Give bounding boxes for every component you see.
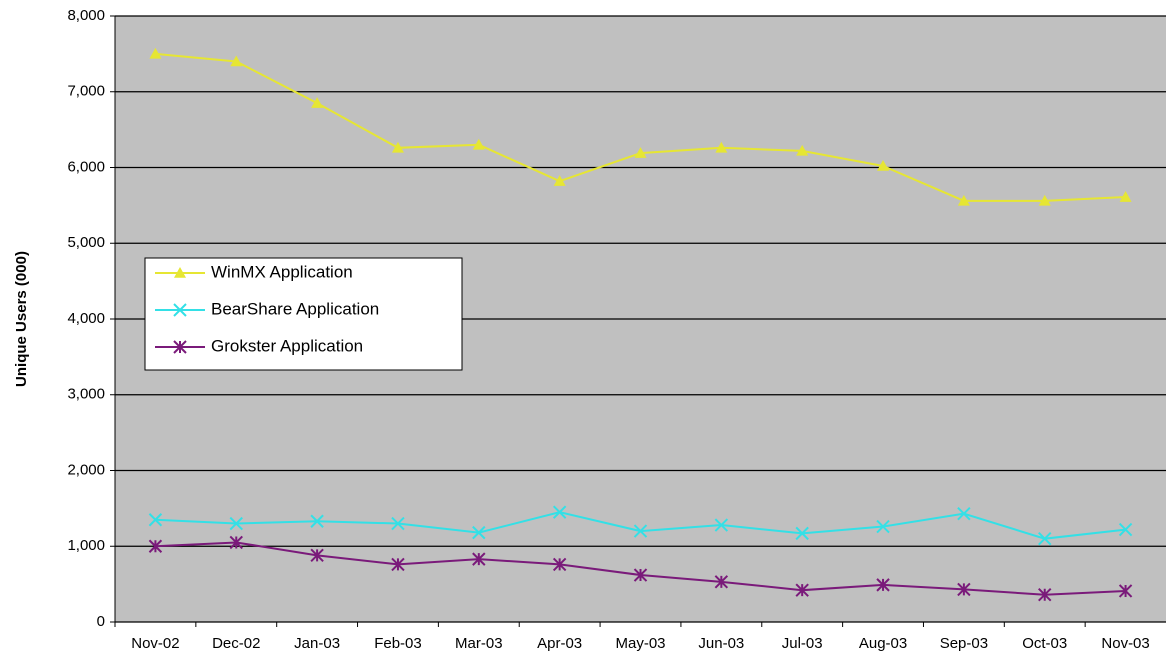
x-tick-label: May-03 xyxy=(615,635,665,652)
marker xyxy=(311,97,324,108)
y-tick-label: 4,000 xyxy=(67,310,105,327)
marker xyxy=(174,267,186,278)
y-tick-label: 5,000 xyxy=(67,234,105,251)
y-tick-label: 3,000 xyxy=(67,386,105,403)
marker xyxy=(149,47,162,59)
x-tick-label: Dec-02 xyxy=(212,635,260,652)
marker xyxy=(633,524,648,538)
y-tick-label: 0 xyxy=(97,613,105,630)
marker xyxy=(552,557,567,572)
x-tick-label: Oct-03 xyxy=(1022,635,1067,652)
marker xyxy=(714,518,729,532)
marker xyxy=(148,513,163,527)
marker xyxy=(173,340,187,354)
y-tick-label: 8,000 xyxy=(67,7,105,24)
marker xyxy=(552,505,567,519)
legend-label: BearShare Application xyxy=(211,299,379,318)
marker xyxy=(957,582,971,597)
x-tick-label: Apr-03 xyxy=(537,635,582,652)
marker xyxy=(714,575,729,589)
y-tick-label: 1,000 xyxy=(67,537,105,554)
marker xyxy=(795,526,809,541)
marker xyxy=(229,516,243,531)
legend-label: Grokster Application xyxy=(211,336,363,355)
marker xyxy=(957,194,970,206)
x-tick-label: Nov-03 xyxy=(1101,635,1149,652)
legend: WinMX Application BearShare Application Gr… xyxy=(144,257,463,371)
marker xyxy=(472,525,486,540)
marker xyxy=(1038,194,1051,206)
x-tick-label: Mar-03 xyxy=(455,635,503,652)
marker xyxy=(391,516,405,531)
x-tick-label: Jan-03 xyxy=(294,635,340,652)
marker xyxy=(715,141,728,153)
y-tick-label: 7,000 xyxy=(67,83,105,100)
marker xyxy=(173,303,187,317)
marker xyxy=(957,506,971,521)
marker xyxy=(796,144,809,156)
marker xyxy=(1118,522,1133,537)
marker xyxy=(876,519,890,534)
marker xyxy=(634,147,647,158)
legend-box xyxy=(144,257,463,371)
marker xyxy=(1118,584,1133,598)
marker xyxy=(229,535,243,550)
y-tick-label: 2,000 xyxy=(67,461,105,478)
x-tick-label: Sep-03 xyxy=(940,635,988,652)
marker xyxy=(1038,531,1052,546)
x-tick-label: Feb-03 xyxy=(374,635,422,652)
marker xyxy=(148,539,163,553)
marker xyxy=(1038,588,1052,602)
x-tick-label: Jun-03 xyxy=(698,635,744,652)
x-tick-label: Aug-03 xyxy=(859,635,907,652)
x-tick-label: Nov-02 xyxy=(131,635,179,652)
marker xyxy=(472,138,485,150)
marker xyxy=(877,159,890,171)
marker xyxy=(1119,191,1132,202)
marker xyxy=(230,55,243,67)
x-tick-label: Jul-03 xyxy=(782,635,823,652)
y-tick-label: 6,000 xyxy=(67,158,105,175)
marker xyxy=(391,557,405,572)
y-axis-label: Unique Users (000) xyxy=(13,251,30,387)
marker xyxy=(391,141,404,153)
legend-label: WinMX Application xyxy=(211,262,353,281)
marker xyxy=(795,583,809,597)
marker xyxy=(310,548,324,563)
marker xyxy=(553,175,566,186)
marker xyxy=(472,552,486,566)
marker xyxy=(633,568,648,582)
marker xyxy=(310,514,324,528)
marker xyxy=(876,578,890,592)
